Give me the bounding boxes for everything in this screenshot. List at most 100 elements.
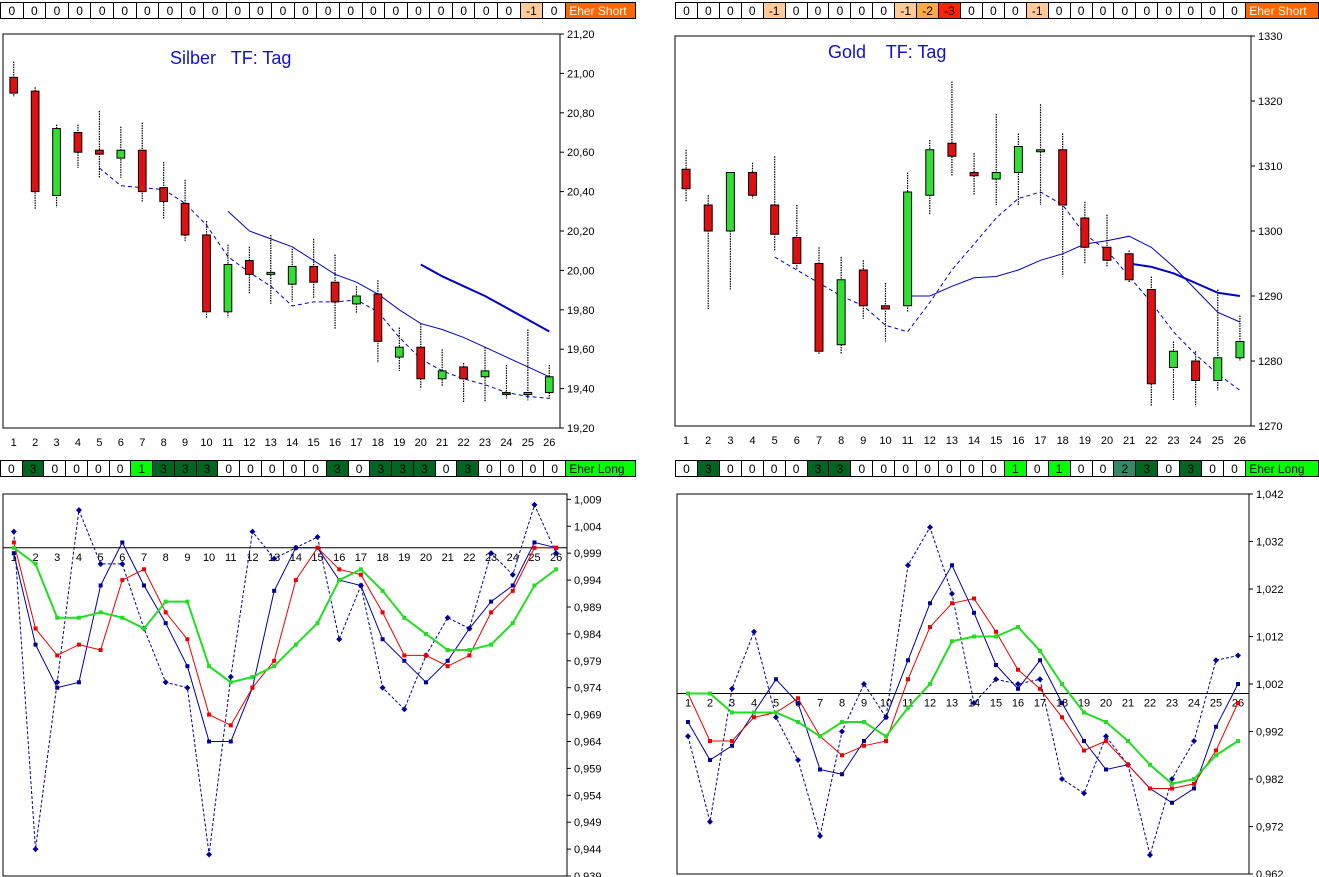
x-tick-label: 13 (265, 437, 277, 449)
signal-cell: 0 (46, 3, 69, 18)
data-point (928, 625, 932, 629)
series-line (687, 526, 1239, 857)
data-point (685, 733, 691, 740)
y-tick-label: 1,032 (1256, 537, 1284, 549)
data-point (840, 772, 844, 777)
chart-title: Silber TF: Tag (170, 48, 291, 68)
data-point (1213, 657, 1219, 664)
data-point (55, 685, 60, 690)
data-point (185, 637, 190, 642)
signal-cell: 0 (24, 3, 47, 18)
signal-cell: -1 (520, 3, 544, 18)
signal-cell: 1 (1004, 461, 1027, 476)
y-tick-label: 20,40 (567, 187, 595, 199)
candle-body (9, 76, 19, 94)
data-point (840, 720, 844, 724)
data-point (1016, 625, 1020, 629)
candle-body (1235, 341, 1245, 359)
candle-body (116, 149, 126, 159)
signal-cell: 0 (1136, 3, 1159, 18)
data-point (708, 758, 712, 762)
x-tick-label: 9 (861, 698, 867, 710)
data-point (1060, 715, 1064, 720)
x-tick-label: 19 (393, 437, 405, 449)
silver-signal-strip-top: 0 0 0 0 0 0 0 0 0 0 0 0 0 0 0 0 0 0 0 0 0 0 0 -1 0 Eher Short (0, 2, 636, 19)
data-point (1192, 781, 1196, 786)
x-tick-label: 16 (1012, 698, 1024, 710)
x-tick-label: 1 (683, 435, 689, 447)
data-point (1016, 667, 1020, 672)
x-tick-label: 7 (817, 698, 823, 710)
signal-cell: 1 (1048, 461, 1071, 476)
signal-cell: 0 (1114, 3, 1137, 18)
y-tick-label: 20,80 (567, 108, 595, 120)
x-tick-label: 17 (1034, 698, 1046, 710)
y-tick-label: 1,004 (574, 521, 602, 533)
x-tick-label: 24 (1188, 698, 1200, 710)
x-tick-label: 5 (773, 698, 779, 710)
x-tick-label: 23 (485, 552, 497, 564)
y-tick-label: 1,009 (574, 494, 602, 506)
data-point (228, 680, 233, 685)
signal-cell: 0 (349, 461, 371, 476)
signal-cell: 3 (174, 461, 197, 476)
signal-cell: 0 (676, 3, 698, 18)
candle-body (1191, 360, 1201, 381)
candle-body (95, 149, 104, 155)
data-point (510, 583, 515, 588)
data-point (752, 710, 756, 715)
data-point (773, 714, 779, 721)
signal-cell: 0 (1093, 3, 1115, 18)
candle-body (1124, 253, 1134, 281)
candle-body (309, 265, 318, 283)
candle-body (858, 269, 868, 307)
data-point (532, 540, 537, 545)
candle-body (1058, 149, 1068, 206)
x-tick-label: 19 (1078, 698, 1090, 710)
data-point (337, 567, 342, 572)
candle-body (544, 376, 554, 394)
candle-body (792, 237, 802, 264)
y-tick-label: 19,80 (567, 305, 595, 317)
candle-body (73, 132, 83, 153)
x-tick-label: 13 (946, 435, 958, 447)
candle-body (287, 265, 297, 285)
x-tick-label: 18 (376, 552, 388, 564)
data-point (950, 639, 954, 644)
data-point (402, 653, 407, 658)
signal-cell: 0 (453, 3, 476, 18)
signal-cell: 0 (436, 461, 458, 476)
candle-body (523, 392, 533, 396)
signal-cell: 0 (240, 461, 262, 476)
x-tick-label: 8 (839, 698, 845, 710)
x-tick-label: 3 (729, 698, 735, 710)
data-point (554, 567, 559, 572)
x-tick-label: 8 (838, 435, 844, 447)
data-point (906, 705, 910, 710)
signal-cell: 0 (91, 3, 114, 18)
x-tick-label: 16 (329, 437, 341, 449)
gold-ratio-chart: 1,042 1,032 1,022 1,012 1,002 0,992 0,982 0,972… (676, 489, 1284, 877)
signal-cell: 0 (1224, 461, 1246, 476)
signal-cell: 0 (363, 3, 386, 18)
signal-cell: 0 (764, 461, 786, 476)
x-tick-label: 26 (550, 552, 562, 564)
y-tick-label: 0,969 (574, 710, 602, 722)
signal-cell: 0 (1, 461, 23, 476)
plot-area (674, 35, 1252, 427)
y-tick-label: 1,022 (1256, 584, 1284, 596)
x-tick-label: 16 (1012, 435, 1024, 447)
data-point (402, 658, 407, 663)
signal-cell: -1 (763, 3, 786, 18)
candle-body (814, 263, 824, 352)
data-point (424, 631, 428, 636)
x-tick-label: 9 (182, 437, 188, 449)
strip-cells: 0 0 0 0 0 0 0 0 0 0 0 0 0 0 0 0 0 0 0 0 0 0 0 -1 0 (1, 3, 566, 18)
signal-cell: 0 (543, 3, 566, 18)
signal-cell: 0 (808, 3, 830, 18)
signal-cell: -2 (917, 3, 940, 18)
data-point (293, 578, 298, 583)
data-point (380, 637, 385, 642)
signal-cell: 0 (698, 3, 720, 18)
